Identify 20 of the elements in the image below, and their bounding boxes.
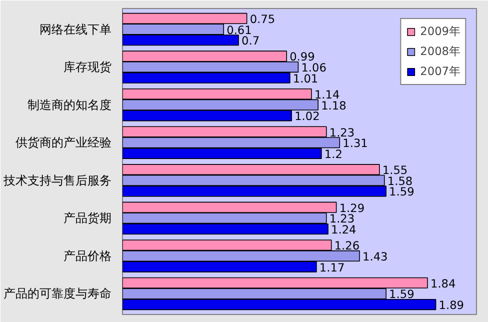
legend-label: 2009年 xyxy=(420,24,460,39)
y-tick-label: 产品货期 xyxy=(64,211,112,226)
y-tick-label: 产品的可靠度与寿命 xyxy=(4,286,112,301)
data-label: 0.75 xyxy=(250,12,276,26)
y-tick-label: 制造商的知名度 xyxy=(28,98,112,112)
legend-label: 2007年 xyxy=(420,64,460,79)
y-tick-label: 产品价格 xyxy=(64,248,112,263)
y-tick-label: 库存现货 xyxy=(64,60,112,74)
legend-label: 2008年 xyxy=(420,44,460,59)
y-tick-label: 技术支持与售后服务 xyxy=(2,173,112,188)
data-label: 1.26 xyxy=(334,238,360,253)
data-label: 1.17 xyxy=(319,260,345,274)
data-label: 1.43 xyxy=(362,249,388,264)
data-label: 1.02 xyxy=(294,109,320,124)
data-label: 1.59 xyxy=(389,287,414,302)
data-label: 1.89 xyxy=(438,298,464,312)
y-tick-label: 网络在线下单 xyxy=(40,22,112,36)
data-label: 1.2 xyxy=(324,146,342,161)
data-label: 1.84 xyxy=(430,276,456,290)
y-tick-label: 供货商的产业经验 xyxy=(16,136,112,150)
